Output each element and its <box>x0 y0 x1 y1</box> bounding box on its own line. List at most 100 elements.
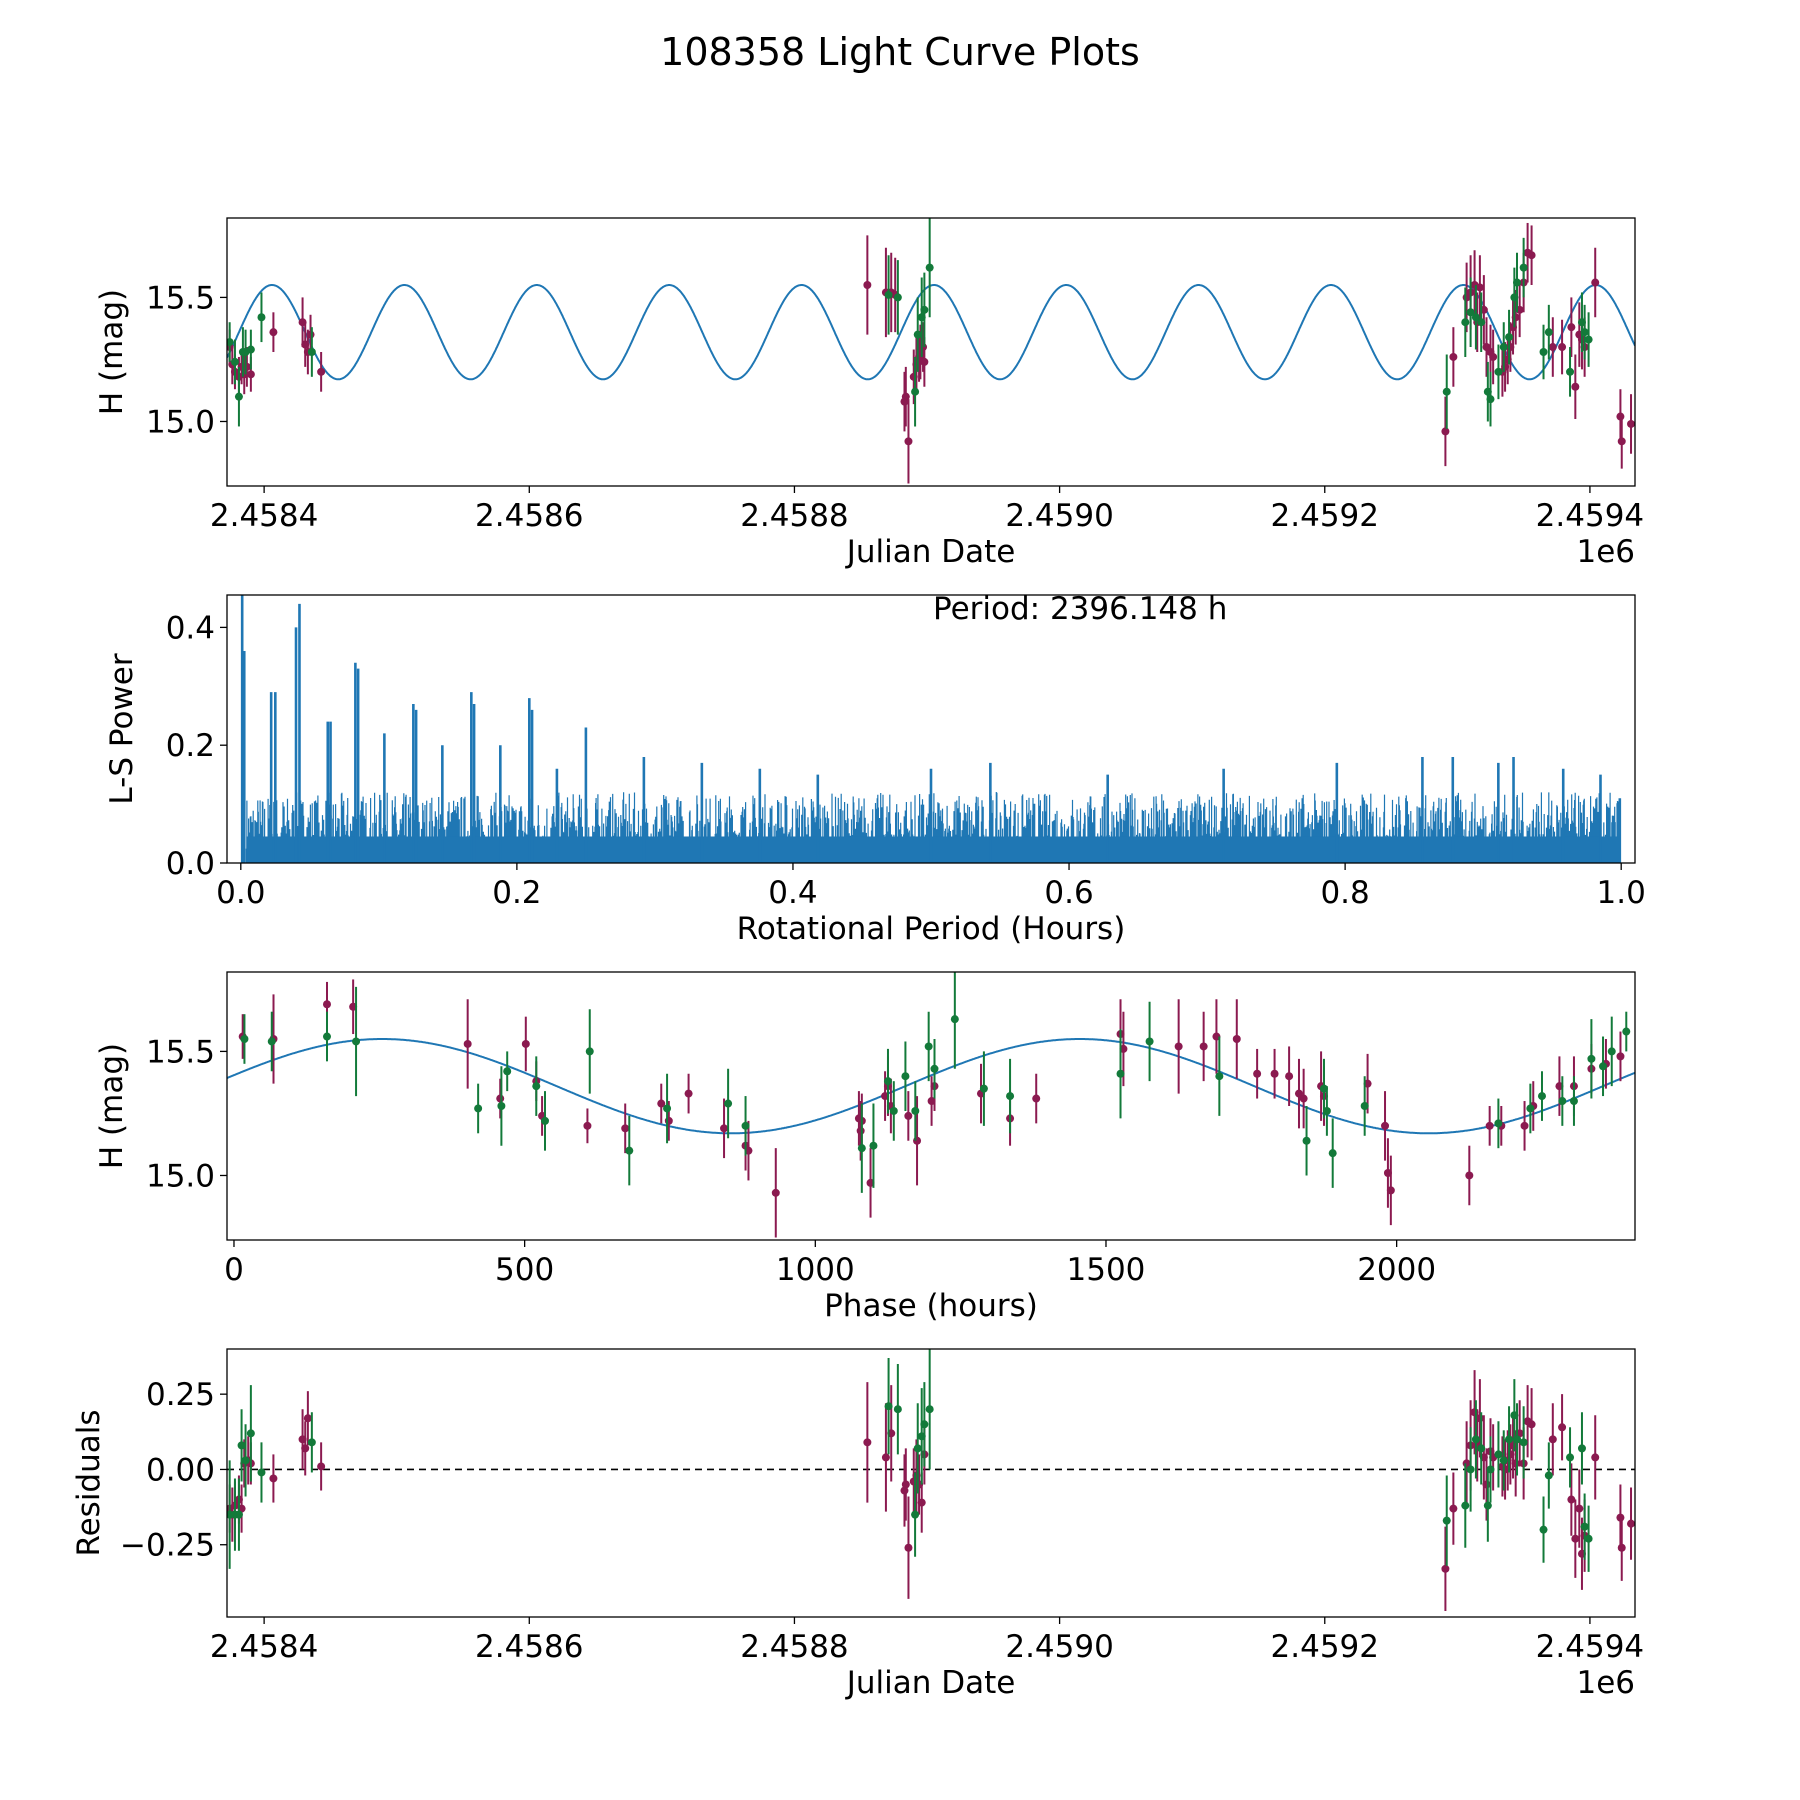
residuals-data-point <box>1585 1535 1593 1543</box>
phase-data-point <box>1146 1037 1154 1045</box>
lightcurve-data-point <box>1512 313 1520 321</box>
phase-data-point <box>911 1107 919 1115</box>
phase-data-point <box>323 1033 331 1041</box>
phase-data-point <box>1494 1119 1502 1127</box>
phase-data-point <box>240 1035 248 1043</box>
residuals-data-point <box>308 1438 316 1446</box>
periodogram-baseline-fill <box>246 836 1619 863</box>
residuals-data-point <box>1566 1453 1574 1461</box>
phase-x-tick-label: 1000 <box>776 1252 855 1288</box>
lightcurve-data-point <box>1540 348 1548 356</box>
phase-data-point <box>1538 1092 1546 1100</box>
lightcurve-data-point <box>904 437 912 445</box>
phase-data-point <box>913 1137 921 1145</box>
residuals-x-tick-label: 2.4590 <box>1005 1629 1113 1665</box>
phase-data-point <box>720 1124 728 1132</box>
lightcurve-data-point <box>269 328 277 336</box>
lightcurve-data-point <box>317 368 325 376</box>
lightcurve-x-tick-label: 2.4584 <box>210 498 318 534</box>
residuals-data-point <box>269 1474 277 1482</box>
phase-data-point <box>858 1144 866 1152</box>
lightcurve-x-tick-label: 2.4590 <box>1005 498 1113 534</box>
lightcurve-panel: 2.4584 2.4586 2.4588 2.4590 2.4592 2.4594 15.0… <box>94 218 1644 570</box>
lightcurve-data-point <box>247 346 255 354</box>
residuals-data-point <box>1558 1423 1566 1431</box>
residuals-data-point <box>1567 1496 1575 1504</box>
periodogram-plot-area <box>242 595 1620 863</box>
phase-data-point <box>890 1107 898 1115</box>
lightcurve-data-point <box>885 291 893 299</box>
phase-data-point <box>724 1100 732 1108</box>
residuals-data-point <box>1618 1544 1626 1552</box>
lightcurve-data-point <box>1585 336 1593 344</box>
phase-x-tick-label: 2000 <box>1357 1252 1436 1288</box>
residuals-data-point <box>257 1468 265 1476</box>
residuals-x-axis-label: Julian Date <box>845 1665 1016 1701</box>
lightcurve-data-point <box>1476 283 1484 291</box>
periodogram-x-tick-label: 0.4 <box>768 875 817 911</box>
phase-data-point <box>884 1077 892 1085</box>
phase-data-point <box>1381 1122 1389 1130</box>
residuals-axes-frame <box>227 1349 1635 1617</box>
residuals-y-axis-label: Residuals <box>71 1409 107 1556</box>
phase-data-point <box>1253 1070 1261 1078</box>
figure-title: 108358 Light Curve Plots <box>660 30 1140 74</box>
lightcurve-x-axis-label: Julian Date <box>845 534 1016 570</box>
residuals-data-point <box>920 1420 928 1428</box>
lightcurve-x-tick-label: 2.4586 <box>475 498 583 534</box>
lightcurve-data-point <box>1513 279 1521 287</box>
lightcurve-y-axis-label: H (mag) <box>94 289 130 415</box>
lightcurve-data-point <box>1616 413 1624 421</box>
phase-data-point <box>352 1037 360 1045</box>
residuals-plot-area <box>226 1349 1635 1611</box>
phase-data-point <box>930 1065 938 1073</box>
lightcurve-data-point <box>247 370 255 378</box>
lightcurve-data-point <box>1567 323 1575 331</box>
lightcurve-data-point <box>1443 388 1451 396</box>
phase-x-tick-label: 500 <box>495 1252 554 1288</box>
lightcurve-data-point <box>863 281 871 289</box>
lightcurve-data-point <box>1618 437 1626 445</box>
lightcurve-data-point <box>919 343 927 351</box>
lightcurve-data-point <box>1545 328 1553 336</box>
phase-data-point <box>857 1127 865 1135</box>
phase-data-point <box>742 1122 750 1130</box>
phase-data-point <box>1587 1055 1595 1063</box>
phase-data-point <box>1175 1042 1183 1050</box>
lightcurve-data-point <box>914 331 922 339</box>
period-annotation: Period: 2396.148 h <box>933 591 1227 627</box>
phase-data-point <box>663 1104 671 1112</box>
phase-data-point <box>925 1042 933 1050</box>
residuals-data-point <box>902 1481 910 1489</box>
lightcurve-data-point <box>1486 395 1494 403</box>
lightcurve-x-offset-label: 1e6 <box>1576 534 1635 570</box>
periodogram-x-tick-label: 1.0 <box>1597 875 1646 911</box>
phase-data-point <box>503 1067 511 1075</box>
phase-data-point <box>1233 1035 1241 1043</box>
phase-data-point <box>951 1015 959 1023</box>
periodogram-x-tick-label: 0.8 <box>1320 875 1369 911</box>
residuals-data-point <box>1575 1505 1583 1513</box>
lightcurve-data-point <box>1558 343 1566 351</box>
periodogram-y-tick-label: 0.0 <box>166 846 215 882</box>
lightcurve-data-point <box>1528 251 1536 259</box>
residuals-data-point <box>911 1511 919 1519</box>
phase-data-point <box>541 1117 549 1125</box>
phase-data-point <box>1558 1097 1566 1105</box>
residuals-data-point <box>1441 1565 1449 1573</box>
residuals-data-point <box>1486 1465 1494 1473</box>
phase-data-point <box>1608 1047 1616 1055</box>
lightcurve-data-point <box>1520 264 1528 272</box>
phase-data-point <box>1285 1072 1293 1080</box>
phase-data-point <box>268 1037 276 1045</box>
lightcurve-data-point <box>1505 333 1513 341</box>
lightcurve-axes-frame <box>227 218 1635 486</box>
lightcurve-data-point <box>231 358 239 366</box>
phase-data-point <box>1271 1070 1279 1078</box>
phase-data-point <box>1521 1122 1529 1130</box>
phase-data-point <box>1006 1092 1014 1100</box>
phase-x-tick-label: 0 <box>224 1252 244 1288</box>
phase-data-point <box>496 1095 504 1103</box>
residuals-data-point <box>918 1499 926 1507</box>
residuals-data-point <box>235 1511 243 1519</box>
